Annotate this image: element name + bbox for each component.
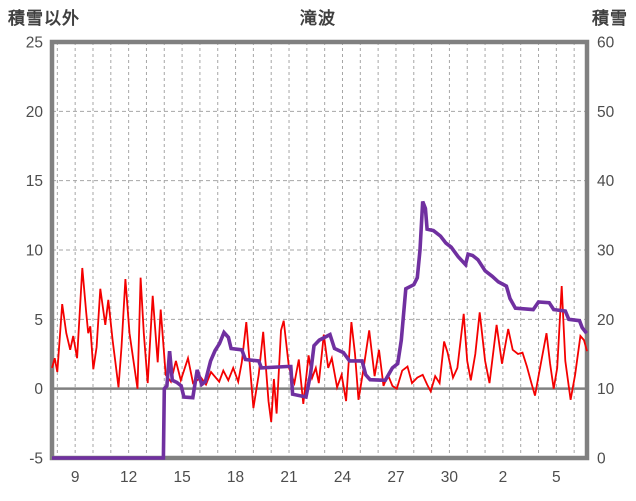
left-axis-tick-label: 15 bbox=[26, 173, 43, 190]
left-axis-tick-label: 20 bbox=[26, 104, 44, 121]
x-axis-tick-label: 5 bbox=[552, 469, 561, 486]
left-axis-tick-label: -5 bbox=[29, 451, 43, 468]
right-axis-tick-label: 20 bbox=[597, 312, 615, 329]
right-axis-tick-label: 60 bbox=[597, 35, 615, 52]
x-axis-tick-label: 15 bbox=[173, 469, 190, 486]
snow-depth-series-line bbox=[52, 200, 589, 460]
chart-title: 滝波 bbox=[300, 9, 336, 28]
x-axis-tick-label: 24 bbox=[334, 469, 352, 486]
right-axis-tick-label: 40 bbox=[597, 173, 615, 190]
right-axis-tick-label: 10 bbox=[597, 381, 615, 398]
x-axis-tick-label: 18 bbox=[227, 469, 244, 486]
left-axis-title: 積雪以外 bbox=[8, 9, 80, 28]
right-axis-tick-label: 50 bbox=[597, 104, 615, 121]
x-axis-tick-label: 30 bbox=[441, 469, 459, 486]
x-axis-tick-label: 2 bbox=[499, 469, 508, 486]
plot-frame bbox=[49, 39, 590, 461]
x-axis-tick-label: 21 bbox=[280, 469, 297, 486]
left-axis-tick-label: 10 bbox=[26, 243, 44, 260]
x-axis-tick-label: 9 bbox=[71, 469, 80, 486]
right-axis-tick-label: 30 bbox=[597, 243, 615, 260]
right-axis-tick-label: 0 bbox=[597, 451, 606, 468]
left-axis-tick-label: 0 bbox=[34, 381, 43, 398]
left-axis-tick-label: 25 bbox=[26, 35, 43, 52]
left-axis-tick-label: 5 bbox=[34, 312, 43, 329]
x-axis-tick-label: 12 bbox=[120, 469, 137, 486]
x-axis-tick-label: 27 bbox=[387, 469, 404, 486]
right-axis-title: 積雪 bbox=[592, 9, 628, 28]
